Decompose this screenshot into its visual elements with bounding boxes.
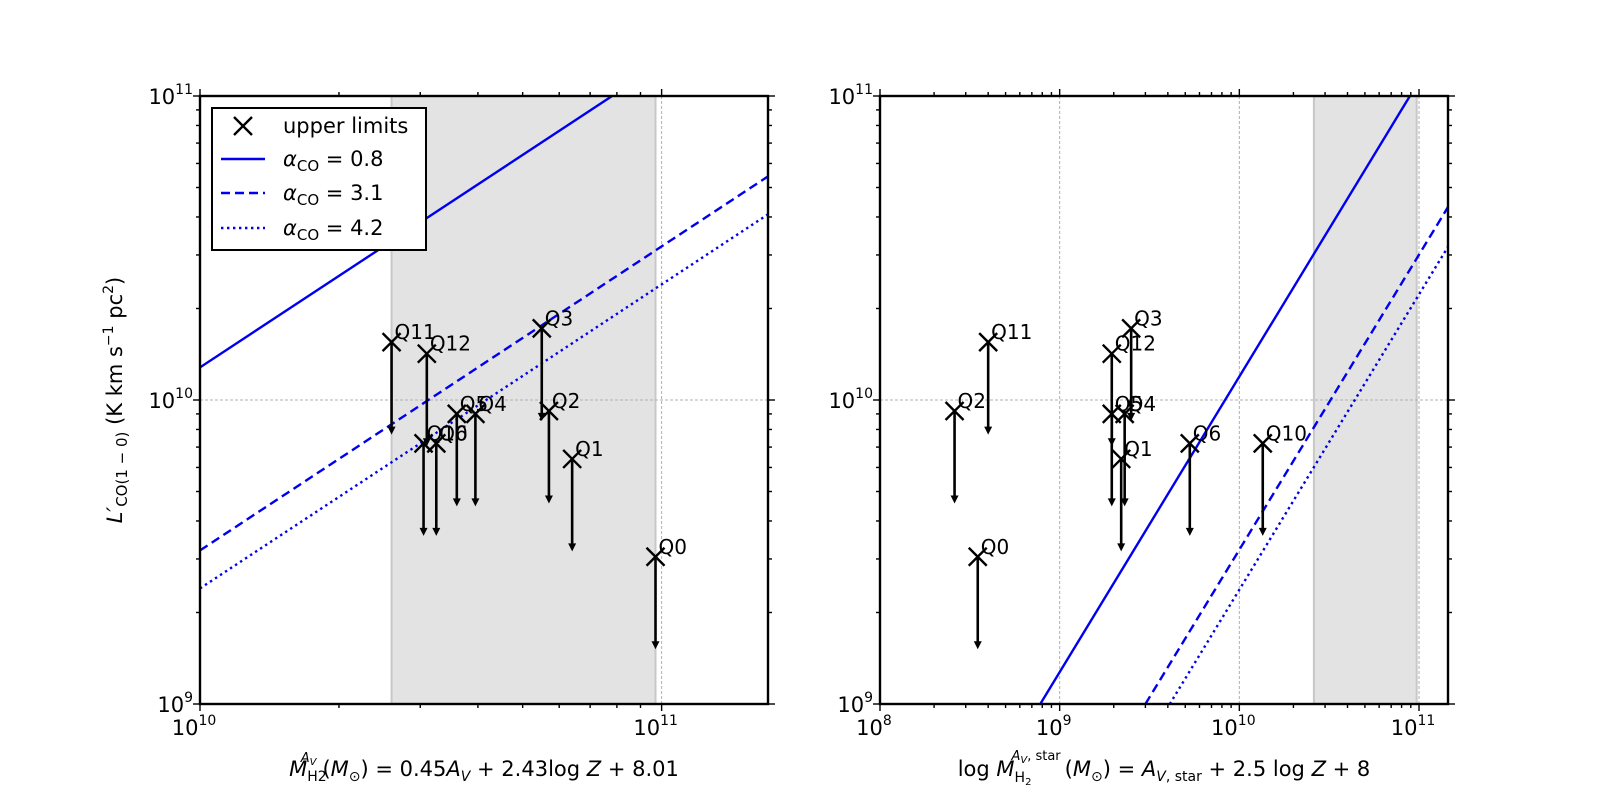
upper-limit-arrow-head [568, 543, 577, 552]
point-label: Q12 [1115, 332, 1156, 356]
svg-text:log MH2AV, star(M⊙) = AV, star: log MH2AV, star(M⊙) = AV, star + 2.5 log… [958, 749, 1371, 788]
point-label: Q3 [545, 306, 573, 330]
point-q11: Q11 [381, 320, 436, 435]
x-tick-label: 108 [856, 713, 892, 740]
legend-marker-upper-limits [233, 116, 253, 136]
x-tick-label: 1011 [1391, 713, 1436, 740]
point-label: Q1 [575, 437, 603, 461]
point-q0: Q0 [645, 535, 687, 650]
point-q6: Q6 [1179, 421, 1221, 536]
point-q4: Q4 [465, 392, 507, 507]
x-tick-label: 1011 [633, 713, 678, 740]
left-x-axis-label: MH2AV (M⊙) = 0.45AV + 2.43log Z + 8.01 [289, 751, 679, 785]
upper-limit-arrow-head [1185, 527, 1194, 536]
point-label: Q0 [659, 535, 687, 559]
upper-limit-arrow-head [432, 527, 441, 536]
upper-limit-arrow-head [950, 495, 959, 504]
legend-label-alpha-0-8: αCO = 0.8 [283, 147, 383, 175]
point-q1: Q1 [562, 437, 604, 552]
point-q12: Q12 [1101, 332, 1156, 447]
legend: upper limits αCO = 0.8 αCO = 3.1 αCO = 4… [211, 107, 427, 251]
upper-limit-arrow-head [1117, 543, 1126, 552]
point-q11: Q11 [978, 320, 1032, 435]
model-line-solid [200, 96, 615, 369]
y-tick-label: 109 [157, 690, 193, 717]
point-q1: Q1 [1111, 437, 1153, 552]
upper-limit-arrow-head [1258, 527, 1267, 536]
point-label: Q12 [430, 332, 471, 356]
point-q0: Q0 [967, 535, 1009, 650]
point-label: Q4 [478, 392, 506, 416]
point-label: Q11 [991, 320, 1032, 344]
upper-limit-arrow-head [471, 498, 480, 507]
point-label: Q1 [1124, 437, 1152, 461]
point-q4: Q4 [1114, 392, 1156, 507]
svg-text:L′CO(1 − 0) (K km s−1 pc2): L′CO(1 − 0) (K km s−1 pc2) [101, 277, 131, 524]
x-tick-label: 109 [1036, 713, 1072, 740]
y-tick-label: 1010 [148, 386, 193, 413]
point-q5: Q5 [446, 392, 488, 507]
point-q3: Q3 [1121, 306, 1163, 421]
point-label: Q6 [1193, 421, 1221, 445]
legend-label-upper-limits: upper limits [283, 114, 408, 138]
upper-limit-arrow-head [1120, 498, 1129, 507]
model-line-dotted [1168, 244, 1448, 704]
y-tick-label: 1010 [828, 386, 873, 413]
point-label: Q4 [1128, 392, 1156, 416]
upper-limit-arrow-head [422, 438, 431, 447]
model-line-solid [1039, 96, 1411, 704]
model-line-dashed [1144, 204, 1448, 704]
point-label: Q10 [1266, 421, 1307, 445]
point-label: Q5 [1115, 392, 1143, 416]
point-label: Q3 [1134, 306, 1162, 330]
point-label: Q2 [958, 389, 986, 413]
point-label: Q2 [552, 389, 580, 413]
svg-text:MH2AV(M⊙) = 0.45AV + 2.43log Z: MH2AV (M⊙) = 0.45AV + 2.43log Z + 8.01 [289, 751, 679, 785]
upper-limit-arrow-head [419, 527, 428, 536]
point-q10: Q10 [1252, 421, 1307, 536]
point-label: Q0 [981, 535, 1009, 559]
point-q6: Q6 [426, 421, 468, 536]
point-q2: Q2 [944, 389, 986, 504]
y-tick-label: 1011 [148, 82, 193, 109]
upper-limit-arrow-head [973, 641, 982, 650]
upper-limit-arrow-head [544, 495, 553, 504]
x-tick-label: 1010 [172, 713, 217, 740]
legend-label-alpha-4-2: αCO = 4.2 [283, 216, 383, 244]
left-y-axis-label: L′CO(1 − 0) (K km s−1 pc2) [101, 277, 131, 524]
point-label: Q6 [439, 421, 467, 445]
upper-limit-arrow-head [387, 426, 396, 435]
point-label: Q11 [395, 320, 436, 344]
x-tick-label: 1010 [1211, 713, 1256, 740]
upper-limit-arrow-head [1127, 412, 1136, 421]
point-q12: Q12 [416, 332, 471, 447]
model-line-dashed [200, 175, 768, 552]
y-tick-label: 109 [837, 690, 873, 717]
point-q2: Q2 [539, 389, 580, 504]
upper-limit-arrow-head [452, 498, 461, 507]
upper-limit-arrow-head [984, 426, 993, 435]
y-tick-label: 1011 [828, 82, 873, 109]
upper-limit-arrow-head [1107, 498, 1116, 507]
legend-label-alpha-3-1: αCO = 3.1 [283, 181, 383, 209]
upper-limit-arrow-head [651, 641, 660, 650]
right-x-axis-label: log MH2AV, star(M⊙) = AV, star + 2.5 log… [958, 749, 1371, 788]
